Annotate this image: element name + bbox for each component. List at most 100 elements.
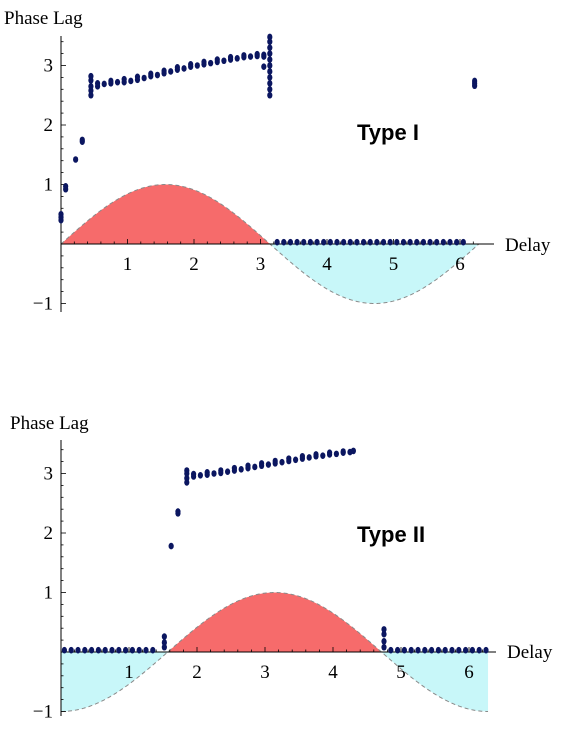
type-ii-data-point: [320, 452, 326, 459]
type-i-y-axis-label: Phase Lag: [4, 8, 83, 29]
type-i-data-point: [334, 238, 340, 246]
type-ii-data-point: [75, 646, 81, 654]
type-i-data-point: [227, 53, 234, 61]
type-i-data-point: [88, 72, 94, 80]
type-ii-data-point: [422, 646, 428, 654]
type-i-x-tick-label: 1: [123, 254, 133, 275]
type-i-label: Type I: [357, 120, 419, 145]
type-ii-negative-region-0: [61, 652, 168, 712]
type-ii-data-point: [333, 450, 339, 458]
type-i-data-point: [414, 238, 420, 246]
type-i-data-point: [94, 80, 101, 87]
type-i-data-point: [321, 238, 327, 246]
type-i-data-point: [327, 238, 333, 246]
type-i-data-point: [341, 238, 347, 246]
type-ii-data-point: [483, 646, 489, 654]
type-ii-data-point: [116, 646, 122, 654]
type-i-data-point: [400, 238, 407, 246]
type-ii-negative-region-2: [382, 652, 489, 712]
type-ii-data-point: [95, 646, 101, 654]
type-ii-data-point: [82, 646, 88, 654]
type-i-negative-region-1: [270, 244, 479, 304]
type-i-data-point: [208, 59, 214, 67]
type-ii-data-point: [293, 456, 299, 464]
type-ii-data-point: [381, 626, 387, 633]
type-i-data-point: [434, 238, 440, 246]
type-i-data-point: [188, 61, 194, 68]
type-ii-positive-region-1: [168, 592, 382, 652]
type-i-data-point: [73, 156, 79, 163]
type-i-x-tick-label: 5: [389, 254, 399, 275]
type-i-data-point: [201, 58, 207, 66]
type-i-data-point: [274, 238, 280, 246]
type-ii-data-point: [350, 447, 356, 455]
type-i-data-point: [234, 55, 240, 62]
type-ii-data-point: [150, 646, 156, 654]
type-i-data-point: [267, 44, 273, 51]
type-ii-data-point: [225, 468, 231, 476]
type-i-data-point: [267, 33, 273, 41]
type-ii-data-point: [109, 646, 115, 654]
type-ii-data-point: [89, 646, 95, 654]
type-ii-data-point: [143, 646, 149, 654]
type-i-x-axis-label: Delay: [505, 235, 551, 256]
type-ii-data-point: [313, 451, 319, 458]
type-i-data-point: [360, 238, 367, 246]
type-i-data-point: [254, 50, 260, 58]
type-ii-data-point: [381, 630, 387, 638]
type-i-data-point: [394, 238, 400, 246]
type-ii-data-point: [388, 646, 394, 654]
type-i-x-tick-label: 3: [256, 254, 266, 275]
type-ii-data-point: [184, 474, 190, 482]
type-i-positive-region-0: [61, 184, 270, 244]
type-ii-data-point: [175, 508, 181, 515]
type-i-data-point: [267, 91, 273, 99]
type-i-data-point: [287, 238, 294, 246]
type-ii-data-point: [327, 449, 333, 456]
type-ii-y-tick-label: 2: [44, 523, 54, 544]
type-i-x-tick-label: 4: [322, 254, 332, 275]
type-i-data-point: [267, 68, 273, 75]
type-ii-x-tick-label: 5: [396, 662, 406, 683]
type-i-data-point: [407, 238, 413, 246]
type-ii-data-point: [272, 457, 278, 465]
type-i-data-point: [267, 74, 273, 81]
type-i-y-tick-label: 3: [44, 56, 54, 77]
type-ii-y-axis-label: Phase Lag: [10, 413, 89, 434]
type-ii-data-point: [279, 458, 285, 466]
type-ii-curve-line: [60, 591, 489, 712]
type-ii-data-point: [299, 452, 305, 460]
type-ii-data-point: [415, 646, 421, 654]
type-i-data-point: [58, 210, 64, 218]
type-ii-y-tick-label: 3: [44, 464, 54, 485]
type-ii-data-point: [340, 448, 346, 455]
type-i-data-point: [460, 238, 466, 246]
type-i-panel: 1 2 3 4 5 6 −1 1 2 3 Phase Lag Delay Type I: [4, 8, 551, 315]
type-i-data-point: [114, 78, 121, 86]
type-ii-data-point: [476, 646, 482, 654]
type-i-data-point: [261, 63, 267, 70]
type-i-data-point: [108, 77, 114, 85]
type-ii-x-tick-label: 3: [260, 662, 270, 683]
type-i-data-point: [447, 238, 453, 246]
type-ii-data-point: [286, 455, 292, 462]
type-i-data-point: [267, 38, 273, 45]
type-ii-data-point: [204, 469, 210, 476]
type-i-data-point: [128, 77, 134, 85]
type-ii-data-point: [252, 463, 258, 471]
type-i-data-point: [281, 238, 287, 246]
type-i-data-point: [101, 80, 107, 88]
type-ii-data-point: [381, 643, 387, 651]
type-ii-data-point: [463, 646, 469, 654]
type-i-data-point: [261, 53, 267, 60]
type-i-data-point: [301, 238, 307, 246]
type-i-data-point: [267, 56, 273, 63]
type-ii-x-tick-label: 4: [328, 662, 338, 683]
type-i-data-point: [181, 65, 187, 72]
type-ii-data-point: [259, 460, 265, 467]
type-i-data-point: [267, 50, 273, 57]
type-ii-data-point: [306, 454, 312, 461]
type-i-data-point: [387, 238, 393, 246]
type-ii-x-axis-label: Delay: [507, 642, 553, 663]
